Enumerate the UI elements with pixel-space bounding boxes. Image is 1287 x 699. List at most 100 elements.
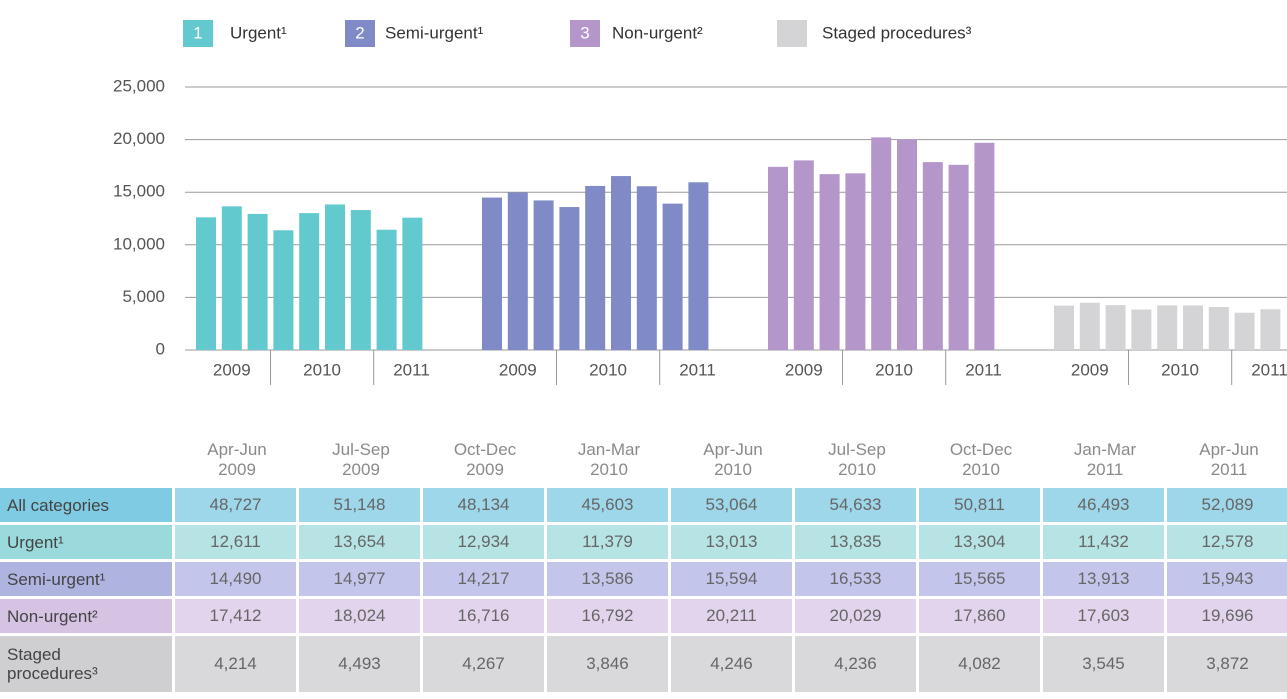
bar [1183, 305, 1203, 350]
y-tick-label: 5,000 [122, 287, 165, 306]
quarter-label: Jan-Mar 2011 [1073, 440, 1137, 479]
quarter-label: Apr-Jun 2009 [207, 440, 267, 479]
row-label-text: All categories [7, 495, 110, 515]
bar [1079, 302, 1100, 350]
legend-swatch [345, 20, 375, 47]
table-cell: 4,214 [175, 636, 296, 692]
table-cell: 4,236 [795, 636, 916, 692]
quarter-label: Jul-Sep 2009 [332, 440, 390, 479]
table-cell: 13,586 [547, 562, 668, 596]
row-label-text: Non-urgent² [7, 606, 98, 626]
bar [196, 217, 216, 350]
table-cell: 14,490 [175, 562, 296, 596]
bar [1260, 309, 1281, 350]
year-label: 2011 [679, 360, 716, 379]
table-cell: 15,565 [919, 562, 1040, 596]
year-label: 2010 [589, 360, 627, 379]
table-cell: 13,913 [1043, 562, 1164, 596]
table-cell: 51,148 [299, 488, 420, 522]
table-cell: 14,977 [299, 562, 420, 596]
table-cell: 4,493 [299, 636, 420, 692]
year-label: 2011 [1251, 360, 1287, 379]
table-cell: 52,089 [1167, 488, 1287, 522]
table-cell: 13,013 [671, 525, 792, 559]
table-cell: 53,064 [671, 488, 792, 522]
bar [845, 173, 866, 350]
bar [768, 166, 788, 350]
table-cell: 11,432 [1043, 525, 1164, 559]
year-label: 2009 [499, 360, 537, 379]
table-cell: 3,846 [547, 636, 668, 692]
quarter-label: Apr-Jun 2010 [703, 440, 763, 479]
bar [1131, 309, 1152, 350]
quarter-label: Jan-Mar 2010 [577, 440, 641, 479]
year-label: 2011 [393, 360, 430, 379]
bar [897, 139, 917, 350]
bar [273, 230, 294, 350]
table-cell: 18,024 [299, 599, 420, 633]
table-cell: 17,860 [919, 599, 1040, 633]
row-label: Semi-urgent¹ [0, 562, 172, 596]
legend-swatch [183, 20, 213, 47]
year-label: 2009 [1071, 360, 1109, 379]
legend-swatch [570, 20, 600, 47]
table-cell: 48,134 [423, 488, 544, 522]
table-cell: 16,716 [423, 599, 544, 633]
chart: 0 5,000 10,000 15,000 20,000 25,000 1 Urgent¹ 2 S… [113, 20, 1287, 385]
table-cell: 4,082 [919, 636, 1040, 692]
bar [585, 185, 606, 350]
bar [533, 200, 554, 350]
legend-label: Semi-urgent¹ [385, 23, 484, 42]
bar [1157, 305, 1178, 350]
table-cell: 4,267 [423, 636, 544, 692]
bar [688, 182, 709, 350]
legend-label: Urgent¹ [230, 23, 287, 42]
bar [974, 142, 995, 350]
bar [1208, 307, 1229, 350]
bar [299, 213, 320, 350]
bar [507, 192, 528, 350]
table-cell: 16,533 [795, 562, 916, 596]
bar [325, 204, 345, 350]
quarter-label: Jul-Sep 2010 [828, 440, 886, 479]
year-label: 2011 [965, 360, 1002, 379]
table-cell: 20,211 [671, 599, 792, 633]
table-cell: 20,029 [795, 599, 916, 633]
bar [402, 217, 423, 350]
legend-badge: 2 [355, 23, 364, 42]
table-cell: 50,811 [919, 488, 1040, 522]
table-cell: 15,943 [1167, 562, 1287, 596]
bar [221, 206, 242, 350]
row-label: All categories [0, 488, 172, 522]
table-cell: 48,727 [175, 488, 296, 522]
table-row: All categories 48,727 51,148 48,134 45,603 53… [0, 488, 1287, 522]
bar [559, 207, 580, 350]
y-tick-label: 0 [156, 339, 165, 358]
table-cell: 13,654 [299, 525, 420, 559]
bar [1105, 305, 1126, 350]
year-label: 2009 [213, 360, 251, 379]
table-cell: 13,835 [795, 525, 916, 559]
table-cell: 15,594 [671, 562, 792, 596]
year-label: 2010 [875, 360, 913, 379]
table-cell: 19,696 [1167, 599, 1287, 633]
table-cell: 12,611 [175, 525, 296, 559]
y-tick-label: 15,000 [113, 182, 165, 201]
y-tick-label: 20,000 [113, 129, 165, 148]
table-cell: 4,246 [671, 636, 792, 692]
table-row: Semi-urgent¹ 14,490 14,977 14,217 13,586 15,5… [0, 562, 1287, 596]
y-tick-label: 10,000 [113, 234, 165, 253]
year-label: 2010 [303, 360, 341, 379]
table-cell: 14,217 [423, 562, 544, 596]
bar [611, 176, 631, 350]
table-row: Urgent¹ 12,611 13,654 12,934 11,379 13,013 13,… [0, 525, 1287, 559]
bar [636, 186, 657, 350]
table-cell: 46,493 [1043, 488, 1164, 522]
table-cell: 17,603 [1043, 599, 1164, 633]
row-label-text: Semi-urgent¹ [7, 569, 106, 589]
bar [922, 162, 943, 350]
legend-swatch [777, 20, 807, 47]
table-cell: 54,633 [795, 488, 916, 522]
legend-badge: 1 [193, 23, 202, 42]
table-cell: 12,578 [1167, 525, 1287, 559]
